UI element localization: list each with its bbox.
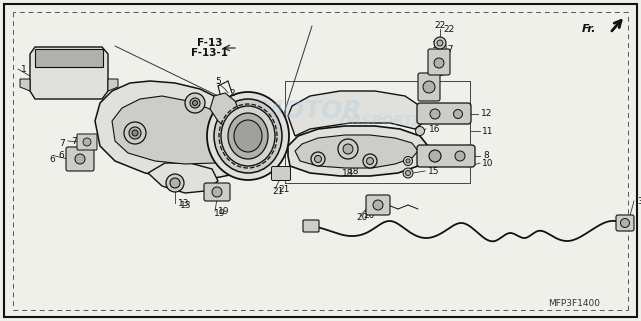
Polygon shape	[20, 79, 30, 91]
Text: 22: 22	[435, 22, 445, 30]
Text: Fr.: Fr.	[581, 24, 596, 34]
Circle shape	[315, 155, 322, 162]
Text: 9: 9	[431, 65, 437, 74]
Text: 17: 17	[432, 41, 444, 50]
Polygon shape	[148, 163, 218, 193]
Circle shape	[406, 170, 410, 176]
Text: 1: 1	[21, 65, 27, 74]
Text: 9: 9	[438, 68, 444, 77]
Text: 2: 2	[229, 89, 235, 98]
Text: 22: 22	[443, 24, 454, 33]
Circle shape	[415, 126, 424, 135]
Circle shape	[620, 219, 629, 228]
Text: F-13: F-13	[197, 38, 223, 48]
Circle shape	[453, 109, 463, 118]
FancyBboxPatch shape	[417, 145, 475, 167]
Text: 12: 12	[481, 109, 492, 118]
Circle shape	[185, 93, 205, 113]
Text: 18: 18	[342, 169, 354, 178]
Circle shape	[124, 122, 146, 144]
Text: 17: 17	[443, 45, 454, 54]
Circle shape	[83, 138, 91, 146]
Text: 7: 7	[71, 136, 77, 145]
Text: 6: 6	[58, 152, 63, 160]
Text: 16: 16	[429, 125, 440, 134]
Text: 4: 4	[226, 101, 231, 110]
FancyBboxPatch shape	[66, 147, 94, 171]
Circle shape	[373, 200, 383, 210]
Text: 19: 19	[218, 206, 229, 215]
Circle shape	[429, 150, 441, 162]
Polygon shape	[30, 47, 108, 99]
FancyBboxPatch shape	[77, 134, 97, 150]
Circle shape	[455, 151, 465, 161]
Circle shape	[406, 159, 410, 163]
Polygon shape	[288, 91, 425, 136]
Polygon shape	[295, 135, 418, 168]
Text: 13: 13	[180, 201, 192, 210]
Ellipse shape	[228, 113, 268, 159]
Text: 8: 8	[483, 152, 488, 160]
Ellipse shape	[234, 120, 262, 152]
Ellipse shape	[221, 106, 275, 166]
Text: 6: 6	[49, 154, 55, 163]
Polygon shape	[112, 96, 248, 164]
Circle shape	[343, 144, 353, 154]
Polygon shape	[210, 93, 240, 129]
Text: 13: 13	[178, 198, 190, 207]
FancyBboxPatch shape	[616, 215, 634, 231]
Circle shape	[403, 168, 413, 178]
FancyBboxPatch shape	[204, 183, 230, 201]
Circle shape	[190, 98, 200, 108]
Text: ORSPORTS: ORSPORTS	[340, 114, 424, 128]
Circle shape	[367, 158, 374, 164]
Circle shape	[430, 109, 440, 119]
Circle shape	[423, 81, 435, 93]
Text: 15: 15	[428, 167, 440, 176]
Text: 7: 7	[59, 138, 65, 148]
Circle shape	[434, 58, 444, 68]
Text: 10: 10	[482, 159, 494, 168]
Polygon shape	[35, 49, 103, 67]
Circle shape	[129, 127, 141, 139]
Text: 5: 5	[215, 76, 221, 85]
FancyBboxPatch shape	[418, 73, 440, 101]
Text: F-13-1: F-13-1	[192, 48, 228, 58]
Text: 19: 19	[214, 209, 226, 218]
Text: 14: 14	[428, 153, 439, 162]
Text: 20: 20	[363, 212, 374, 221]
Polygon shape	[288, 126, 428, 176]
Circle shape	[437, 40, 443, 46]
Circle shape	[363, 154, 377, 168]
Circle shape	[311, 152, 325, 166]
Text: MFP3F1400: MFP3F1400	[548, 299, 600, 308]
FancyBboxPatch shape	[303, 220, 319, 232]
Ellipse shape	[214, 99, 282, 173]
Text: MOTOR: MOTOR	[258, 99, 362, 123]
Text: 11: 11	[482, 126, 494, 135]
Text: 21: 21	[272, 187, 284, 195]
Circle shape	[166, 174, 184, 192]
FancyBboxPatch shape	[272, 167, 290, 180]
Circle shape	[434, 37, 446, 49]
Circle shape	[212, 187, 222, 197]
Polygon shape	[108, 79, 118, 91]
Circle shape	[132, 130, 138, 136]
Circle shape	[170, 178, 180, 188]
Text: 21: 21	[278, 185, 289, 194]
Circle shape	[403, 157, 413, 166]
Circle shape	[338, 139, 358, 159]
Text: 18: 18	[348, 167, 360, 176]
Text: 20: 20	[356, 213, 368, 222]
FancyBboxPatch shape	[366, 195, 390, 215]
Circle shape	[192, 100, 197, 106]
Ellipse shape	[207, 92, 289, 180]
Circle shape	[75, 154, 85, 164]
Text: 3: 3	[637, 196, 641, 205]
Polygon shape	[95, 81, 270, 179]
FancyBboxPatch shape	[428, 49, 450, 75]
FancyBboxPatch shape	[417, 103, 471, 124]
Text: 4: 4	[228, 101, 233, 110]
